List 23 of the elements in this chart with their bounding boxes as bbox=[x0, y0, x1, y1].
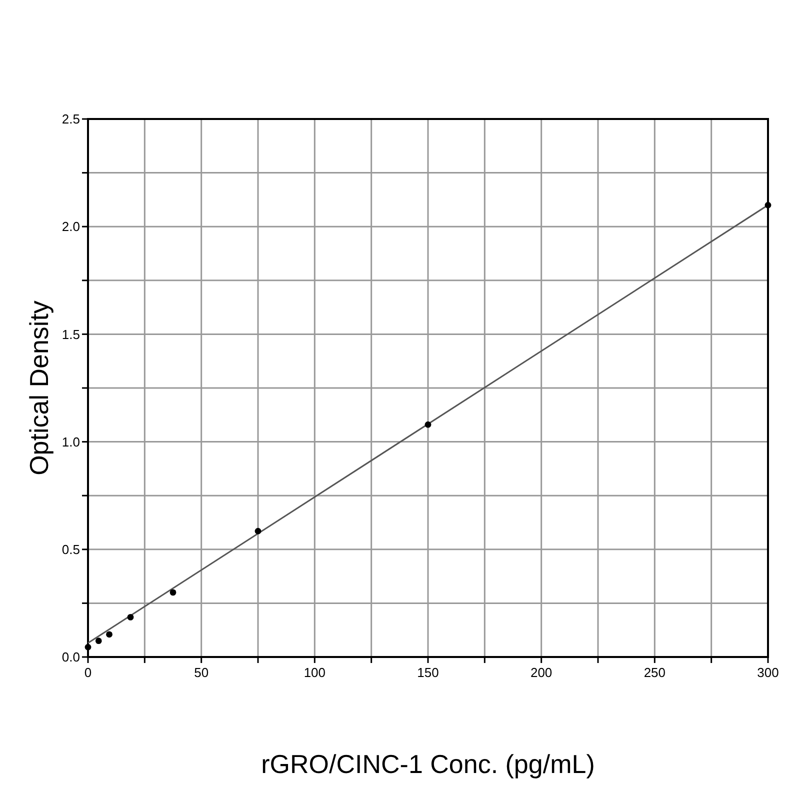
point bbox=[764, 202, 772, 208]
y-tick-label: 2.0 bbox=[62, 219, 80, 234]
x-tick-label: 100 bbox=[304, 665, 326, 680]
point bbox=[84, 644, 92, 650]
point bbox=[106, 631, 112, 638]
point bbox=[127, 614, 134, 620]
y-tick-label: 1.5 bbox=[62, 326, 80, 342]
y-tick-label: 2.5 bbox=[62, 112, 80, 127]
x-tick-label: 50 bbox=[194, 665, 209, 680]
x-tick-label: 250 bbox=[644, 665, 666, 680]
x-tick-label: 300 bbox=[757, 665, 779, 680]
x-tick-label: 0 bbox=[84, 665, 92, 680]
x-tick-label: 150 bbox=[417, 665, 439, 680]
y-tick-label: 1.0 bbox=[62, 434, 80, 450]
point bbox=[170, 589, 176, 596]
x-tick-label: 200 bbox=[530, 665, 552, 680]
x-axis-title: rGRO/CINC-1 Conc. (pg/mL) bbox=[261, 749, 595, 779]
point bbox=[424, 421, 432, 428]
y-axis-title: Optical Density bbox=[24, 300, 54, 476]
point bbox=[254, 528, 262, 534]
point bbox=[95, 638, 102, 644]
y-tick-label: 0.0 bbox=[62, 650, 80, 665]
y-tick-label: 0.5 bbox=[62, 542, 80, 557]
